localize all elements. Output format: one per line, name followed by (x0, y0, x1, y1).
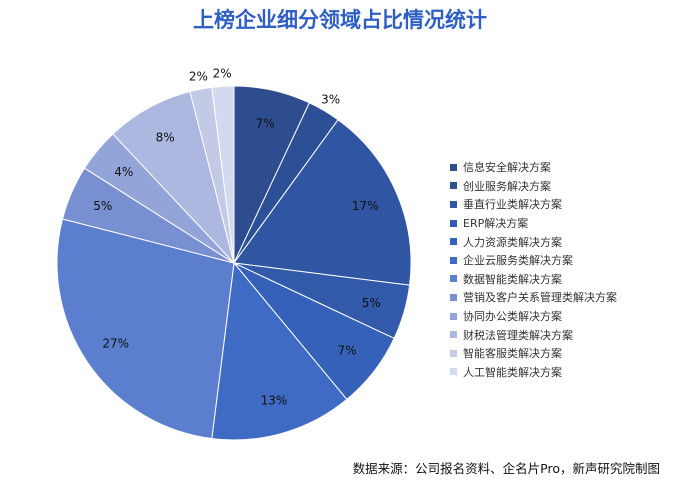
slice-label: 17% (352, 199, 379, 213)
legend-label: 垂直行业类解决方案 (463, 198, 562, 212)
legend-swatch (450, 238, 457, 246)
legend-label: 协同办公类解决方案 (463, 310, 562, 324)
legend-swatch (450, 182, 457, 190)
slice-label: 7% (337, 344, 356, 358)
slice-label: 2% (213, 66, 232, 80)
legend-item: 营销及客户关系管理类解决方案 (450, 288, 617, 307)
legend-swatch (450, 163, 457, 171)
legend-swatch (450, 349, 457, 357)
legend-swatch (450, 275, 457, 283)
legend-swatch (450, 312, 457, 320)
legend-label: 人力资源类解决方案 (463, 235, 562, 249)
legend-label: 创业服务解决方案 (463, 179, 551, 193)
slice-label: 5% (93, 199, 112, 213)
legend-item: 财税法管理类解决方案 (450, 325, 617, 344)
pie-slice (112, 90, 235, 264)
pie-slice (211, 261, 348, 441)
legend-swatch (450, 200, 457, 208)
legend-item: 人力资源类解决方案 (450, 232, 617, 251)
legend-label: ERP解决方案 (463, 217, 529, 231)
legend-item: ERP解决方案 (450, 214, 617, 233)
slice-label: 7% (256, 116, 275, 130)
legend-swatch (450, 219, 457, 227)
legend-label: 数据智能类解决方案 (463, 272, 562, 286)
slice-label: 13% (261, 393, 288, 407)
pie-slice (233, 119, 412, 286)
legend-swatch (450, 256, 457, 264)
slice-label: 8% (156, 131, 175, 145)
legend-label: 营销及客户关系管理类解决方案 (463, 291, 617, 305)
legend-label: 智能客服类解决方案 (463, 347, 562, 361)
legend-label: 人工智能类解决方案 (463, 365, 562, 379)
slice-label: 3% (321, 93, 340, 107)
legend-item: 信息安全解决方案 (450, 158, 617, 177)
legend-label: 企业云服务类解决方案 (463, 254, 573, 268)
legend-item: 企业云服务类解决方案 (450, 251, 617, 270)
legend-label: 信息安全解决方案 (463, 161, 551, 175)
slice-label: 5% (362, 296, 381, 310)
legend-item: 数据智能类解决方案 (450, 270, 617, 289)
legend-swatch (450, 331, 457, 339)
legend-item: 创业服务解决方案 (450, 177, 617, 196)
pie-slice (56, 218, 235, 440)
chart-title: 上榜企业细分领域占比情况统计 (193, 7, 487, 32)
data-source-note: 数据来源：公司报名资料、企名片Pro，新声研究院制图 (352, 461, 660, 476)
legend-item: 智能客服类解决方案 (450, 344, 617, 363)
legend-item: 垂直行业类解决方案 (450, 195, 617, 214)
slice-label: 27% (102, 336, 129, 350)
slice-label: 2% (189, 69, 208, 83)
slice-label: 4% (114, 165, 133, 179)
legend-item: 人工智能类解决方案 (450, 363, 617, 382)
legend-swatch (450, 368, 457, 376)
legend-swatch (450, 293, 457, 301)
chart-legend: 信息安全解决方案 创业服务解决方案 垂直行业类解决方案 ERP解决方案人力资源类解决方… (450, 158, 617, 381)
legend-label: 财税法管理类解决方案 (463, 328, 573, 342)
pie-slice (211, 85, 235, 264)
legend-item: 协同办公类解决方案 (450, 307, 617, 326)
